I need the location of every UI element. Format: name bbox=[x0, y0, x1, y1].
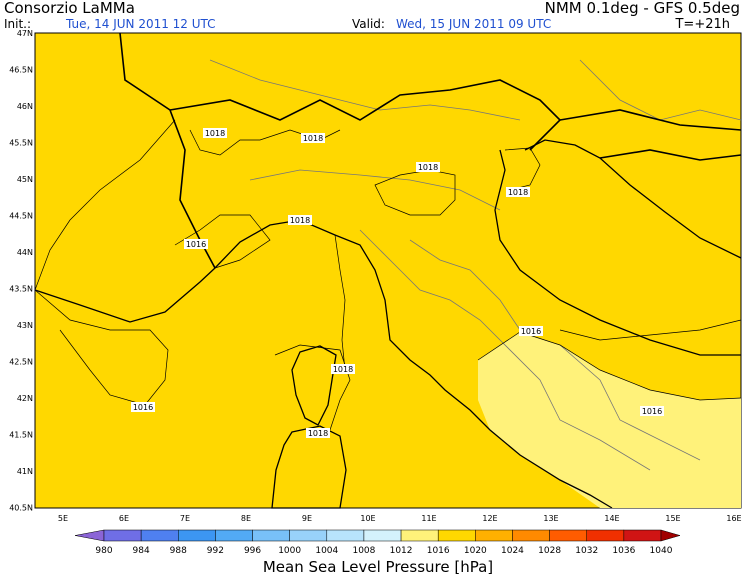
lat-label: 45.5N bbox=[9, 139, 33, 148]
lon-label: 9E bbox=[302, 514, 312, 523]
colorbar-label: 1016 bbox=[427, 546, 450, 556]
lon-label: 6E bbox=[119, 514, 129, 523]
colorbar-segment bbox=[475, 529, 513, 542]
colorbar-label: 1008 bbox=[352, 546, 375, 556]
colorbar-cap bbox=[74, 529, 105, 542]
colorbar-segment bbox=[103, 529, 142, 542]
lat-label: 46.5N bbox=[9, 66, 33, 75]
model: NMM 0.1deg - GFS 0.5deg bbox=[545, 0, 740, 17]
contour-label-bg bbox=[288, 215, 312, 225]
colorbar-segment bbox=[512, 529, 550, 542]
colorbar-segment bbox=[326, 529, 365, 542]
contour-label-bg bbox=[184, 239, 208, 249]
contour-label-bg bbox=[301, 133, 325, 143]
contour-label-bg bbox=[131, 402, 155, 412]
colorbar-label: 980 bbox=[95, 546, 112, 556]
contour-label: 1018 bbox=[508, 188, 528, 197]
lat-label: 42.5N bbox=[9, 358, 33, 367]
lon-label: 5E bbox=[58, 514, 68, 523]
source: Consorzio LaMMa bbox=[4, 0, 135, 17]
colorbar-segment bbox=[400, 529, 439, 542]
colorbar-segment bbox=[252, 529, 290, 542]
colorbar-label: 996 bbox=[244, 546, 261, 556]
colorbar-label: 1028 bbox=[538, 546, 561, 556]
lat-label: 41.5N bbox=[9, 431, 33, 440]
colorbar-segment bbox=[215, 529, 253, 542]
contour-label-bg bbox=[331, 364, 355, 374]
lat-label: 41N bbox=[17, 467, 33, 476]
colorbar-segment bbox=[178, 529, 216, 542]
contour-label: 1016 bbox=[642, 407, 662, 416]
map: 47N 46.5N 46N 45.5N 45N 44.5N 44N 43.5N 43N 42.5N… bbox=[9, 29, 741, 523]
contour-label-bg bbox=[203, 128, 227, 138]
colorbar-segment bbox=[549, 529, 587, 542]
light-region bbox=[478, 332, 741, 508]
colorbar-label: 1004 bbox=[315, 546, 338, 556]
lead-time: T=+21h bbox=[674, 17, 730, 32]
lat-label: 45N bbox=[17, 175, 33, 184]
lon-labels: 5E 6E 7E 8E 9E 10E 11E 12E 13E 14E 15E 16E bbox=[58, 514, 742, 523]
colorbar-segment bbox=[289, 529, 328, 542]
colorbar-label: 1000 bbox=[278, 546, 301, 556]
colorbar-label: 1036 bbox=[612, 546, 635, 556]
lon-label: 7E bbox=[180, 514, 190, 523]
colorbar-label: 992 bbox=[207, 546, 224, 556]
colorbar-label: 1040 bbox=[650, 546, 673, 556]
lon-label: 8E bbox=[241, 514, 251, 523]
contour-labels: 1018 1018 1018 1018 1016 1018 1016 1018 1016 1018… bbox=[131, 128, 664, 438]
valid-label: Valid: bbox=[352, 17, 385, 31]
contour-label: 1016 bbox=[186, 240, 206, 249]
lon-label: 15E bbox=[665, 514, 680, 523]
colorbar-label: 1020 bbox=[464, 546, 487, 556]
colorbar-segment bbox=[437, 529, 476, 542]
lon-label: 12E bbox=[482, 514, 497, 523]
lat-label: 44N bbox=[17, 248, 33, 257]
colorbar-segment bbox=[623, 529, 662, 542]
lon-label: 10E bbox=[360, 514, 375, 523]
lon-label: 13E bbox=[543, 514, 558, 523]
lat-label: 44.5N bbox=[9, 212, 33, 221]
colorbar-label: 1012 bbox=[390, 546, 413, 556]
colorbar-segment bbox=[586, 529, 625, 542]
lat-label: 42N bbox=[17, 394, 33, 403]
colorbar-label: 984 bbox=[133, 546, 150, 556]
contour-label-bg bbox=[416, 162, 440, 172]
contour-label-bg bbox=[306, 428, 330, 438]
lat-label: 47N bbox=[17, 29, 33, 38]
lat-label: 43N bbox=[17, 321, 33, 330]
contour-label: 1016 bbox=[133, 403, 153, 412]
lon-label: 16E bbox=[726, 514, 741, 523]
lat-label: 46N bbox=[17, 102, 33, 111]
colorbar-segment bbox=[140, 529, 179, 542]
valid-time: Wed, 15 JUN 2011 09 UTC bbox=[396, 17, 551, 31]
init-time: Tue, 14 JUN 2011 12 UTC bbox=[65, 17, 216, 31]
lat-labels: 47N 46.5N 46N 45.5N 45N 44.5N 44N 43.5N 43N 42.5N… bbox=[9, 29, 33, 513]
lat-label: 40.5N bbox=[9, 504, 33, 513]
colorbar-segment bbox=[363, 529, 402, 542]
lat-label: 43.5N bbox=[9, 285, 33, 294]
colorbar-label: 1032 bbox=[575, 546, 598, 556]
contour-label-bg bbox=[506, 187, 530, 197]
colorbar-label: 988 bbox=[170, 546, 187, 556]
lon-label: 11E bbox=[421, 514, 436, 523]
contour-label: 1018 bbox=[205, 129, 225, 138]
contour-label-bg bbox=[519, 326, 543, 336]
contour-label: 1018 bbox=[303, 134, 323, 143]
init-label: Init.: bbox=[4, 17, 31, 31]
contour-label-bg bbox=[640, 406, 664, 416]
contour-label: 1018 bbox=[308, 429, 328, 438]
colorbar-title: Mean Sea Level Pressure [hPa] bbox=[263, 558, 493, 576]
colorbar: 980 984 988 992 996 1000 1004 1008 1012 1016 1020 1… bbox=[74, 529, 681, 556]
lon-label: 14E bbox=[604, 514, 619, 523]
colorbar-label: 1024 bbox=[501, 546, 524, 556]
colorbar-cap bbox=[660, 529, 681, 542]
contour-label: 1018 bbox=[333, 365, 353, 374]
contour-label: 1018 bbox=[418, 163, 438, 172]
contour-label: 1018 bbox=[290, 216, 310, 225]
contour-label: 1016 bbox=[521, 327, 541, 336]
